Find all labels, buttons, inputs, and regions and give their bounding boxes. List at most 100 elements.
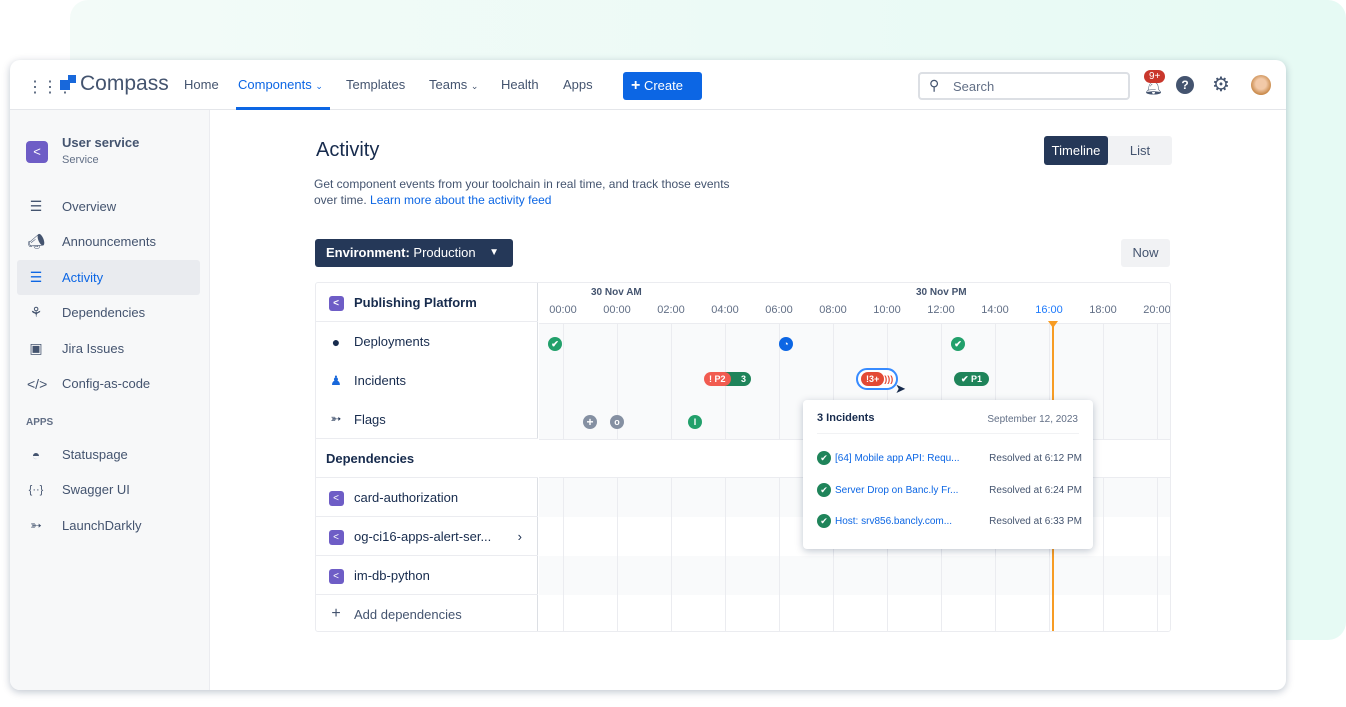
cursor-icon: ➤ <box>895 381 906 396</box>
time-tick: 14:00 <box>981 304 1009 316</box>
dependencies-heading-label: Dependencies <box>326 450 415 466</box>
compass-logo-icon <box>60 75 76 91</box>
app-window: ⋮⋮⋮ Compass Home Components ⌄ Templates … <box>10 60 1286 690</box>
brand-name[interactable]: Compass <box>80 72 169 95</box>
environment-dropdown[interactable]: Environment: Production ▼ <box>315 239 513 267</box>
component-row[interactable]: < Publishing Platform <box>316 283 538 322</box>
incident-cluster-label: !3+ <box>861 372 885 386</box>
dependency-label: card-authorization <box>354 489 459 505</box>
incident-p2[interactable]: ! P2 <box>704 372 731 386</box>
tooltip-incident[interactable]: ✔ Server Drop on Banc.ly Fr... Resolved at… <box>817 482 1082 498</box>
sidebar-item-jira-issues[interactable]: ▣ Jira Issues <box>17 331 200 366</box>
dependency-row[interactable]: < card-authorization <box>316 478 538 517</box>
megaphone-icon: 📣︎ <box>27 233 45 249</box>
help-icon[interactable]: ? <box>1176 76 1194 94</box>
dependency-label: im-db-python <box>354 567 430 583</box>
incident-status: Resolved at 6:12 PM <box>989 452 1082 464</box>
sidebar-item-overview[interactable]: ☰ Overview <box>17 189 200 224</box>
sidebar-item-label: Statuspage <box>62 447 128 462</box>
lines-icon: ☰ <box>29 198 43 214</box>
nav-health[interactable]: Health <box>501 77 539 92</box>
sidebar-app-swagger[interactable]: {··} Swagger UI <box>17 472 200 507</box>
tooltip-incident[interactable]: ✔ [64] Mobile app API: Requ... Resolved at… <box>817 450 1082 466</box>
opsgenie-icon: ♟ <box>330 372 342 388</box>
component-type: Service <box>62 154 99 166</box>
nav-teams[interactable]: Teams ⌄ <box>429 77 478 92</box>
nav-templates[interactable]: Templates <box>346 77 406 92</box>
sidebar-item-label: Config-as-code <box>62 376 151 391</box>
tooltip-title: 3 Incidents <box>817 412 875 424</box>
time-tick: 04:00 <box>711 304 739 316</box>
sidebar-item-config-as-code[interactable]: </> Config-as-code <box>17 366 200 401</box>
chevron-down-icon: ⌄ <box>470 81 479 91</box>
flag-on-icon[interactable]: I <box>688 415 702 429</box>
incident-link[interactable]: Server Drop on Banc.ly Fr... <box>835 484 959 496</box>
incident-cluster[interactable]: !3+))) <box>856 368 899 390</box>
sidebar-item-dependencies[interactable]: ⚘ Dependencies <box>17 295 200 330</box>
now-button[interactable]: Now <box>1121 239 1170 267</box>
sidebar-app-launchdarkly[interactable]: ➳ LaunchDarkly <box>17 508 200 543</box>
sidebar-item-label: Swagger UI <box>62 482 130 497</box>
environment-value: Production <box>413 245 476 260</box>
time-tick: 12:00 <box>927 304 955 316</box>
dependencies-heading: Dependencies <box>316 439 538 478</box>
sidebar-item-label: Activity <box>62 270 104 285</box>
incident-link[interactable]: Host: srv856.bancly.com... <box>835 515 953 527</box>
chevron-right-icon[interactable]: › <box>517 528 522 544</box>
nav-components[interactable]: Components ⌄ <box>238 77 323 92</box>
chevron-down-icon: ⌄ <box>315 81 323 91</box>
timeline-toggle[interactable]: Timeline <box>1044 136 1108 165</box>
nav-home[interactable]: Home <box>184 77 219 92</box>
settings-icon[interactable]: ⚙ <box>1212 74 1230 96</box>
nav-apps[interactable]: Apps <box>563 77 593 92</box>
deployment-success-icon[interactable]: ✔ <box>548 337 562 351</box>
tooltip-incident[interactable]: ✔ Host: srv856.bancly.com... Resolved at 6… <box>817 513 1082 529</box>
incident-status: Resolved at 6:33 PM <box>989 515 1082 527</box>
deployments-row: ● Deployments <box>316 322 538 361</box>
notifications-icon[interactable]: 🔔︎ <box>1144 79 1164 96</box>
sidebar-item-label: LaunchDarkly <box>62 518 142 533</box>
github-icon: ● <box>331 333 341 350</box>
incident-link[interactable]: [64] Mobile app API: Requ... <box>835 452 960 464</box>
time-tick: 02:00 <box>657 304 685 316</box>
apps-heading: APPS <box>26 417 54 428</box>
plus-icon: + <box>331 605 341 622</box>
active-nav-underline <box>236 107 330 110</box>
jira-icon: ▣ <box>29 340 43 356</box>
search-input[interactable]: ⚲ Search <box>918 72 1130 100</box>
dependency-row[interactable]: < og-ci16-apps-alert-ser... › <box>316 517 538 556</box>
deployment-success-icon[interactable]: ✔ <box>951 337 965 351</box>
avatar[interactable] <box>1251 75 1271 95</box>
sidebar-app-statuspage[interactable]: ◓ Statuspage <box>17 437 200 472</box>
incident-p1-resolved[interactable]: ✔ P1 <box>954 372 990 386</box>
dependency-label: og-ci16-apps-alert-ser... <box>354 528 492 544</box>
add-dependencies-button[interactable]: + Add dependencies <box>316 595 538 631</box>
sidebar-item-label: Jira Issues <box>62 341 125 356</box>
environment-label: Environment: <box>326 245 410 260</box>
code-icon: </> <box>27 375 48 392</box>
flag-off-icon[interactable]: o <box>610 415 624 429</box>
create-button[interactable]: + Create <box>623 72 702 100</box>
resolved-icon: ✔ <box>817 451 831 465</box>
sidebar-item-label: Announcements <box>62 234 156 249</box>
time-tick: 10:00 <box>873 304 901 316</box>
dependency-row[interactable]: < im-db-python <box>316 556 538 595</box>
component-name[interactable]: User service <box>62 135 140 150</box>
dependencies-icon: ⚘ <box>29 304 43 320</box>
notification-badge: 9+ <box>1144 70 1166 83</box>
flag-added-icon[interactable]: + <box>583 415 597 429</box>
now-marker-icon <box>1048 321 1058 328</box>
learn-more-link[interactable]: Learn more about the activity feed <box>370 193 552 207</box>
top-nav: ⋮⋮⋮ Compass Home Components ⌄ Templates … <box>10 60 1286 110</box>
list-toggle[interactable]: List <box>1129 143 1151 158</box>
search-placeholder: Search <box>953 79 995 94</box>
time-tick: 18:00 <box>1089 304 1117 316</box>
sidebar-item-announcements[interactable]: 📣︎ Announcements <box>17 224 200 259</box>
statuspage-icon: ◓ <box>31 446 41 463</box>
sidebar-item-activity[interactable]: ☰ Activity <box>17 260 200 295</box>
resolved-icon: ✔ <box>817 483 831 497</box>
time-tick: 08:00 <box>819 304 847 316</box>
incidents-tooltip: 3 Incidents September 12, 2023 ✔ [64] Mob… <box>803 400 1093 549</box>
deployment-in-progress-icon[interactable]: ◔ <box>779 337 793 351</box>
nav-teams-label: Teams <box>429 77 468 92</box>
